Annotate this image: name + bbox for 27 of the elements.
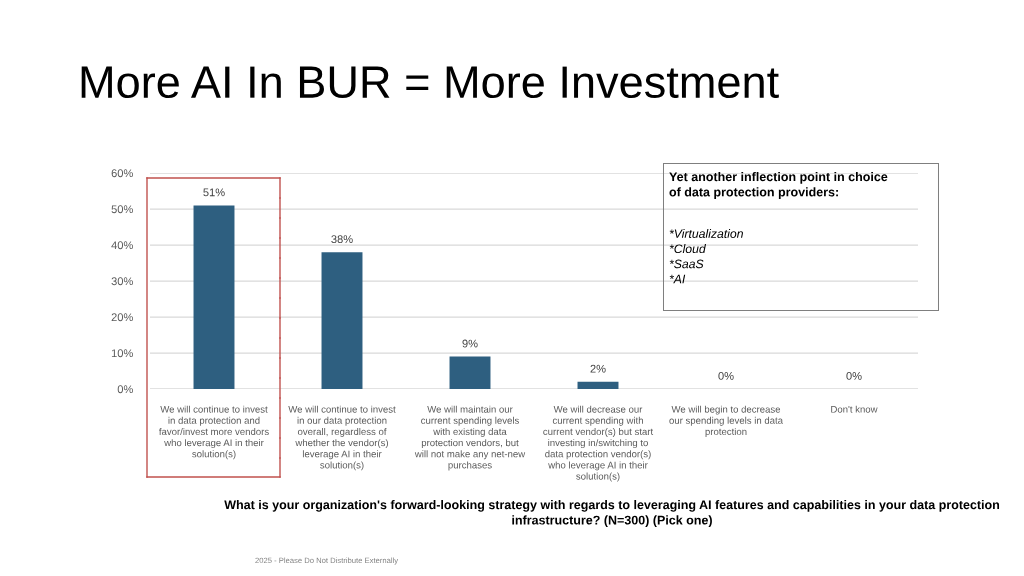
y-tick-label: 60% — [111, 169, 133, 178]
data-label: 0% — [846, 371, 862, 380]
annotation: *Virtualization *Cloud *SaaS *AI — [669, 229, 743, 284]
x-tick-label: We will decrease our current spending with current vendor(s) but start investing in/switching to data protection vendor(s) who leverage AI in their solution(s) — [543, 405, 654, 482]
x-tick-label: Don't know — [831, 405, 878, 413]
annotation: Yet another inflection point in choice of data protection providers: — [669, 172, 888, 199]
x-tick-label: We will continue to invest in data protection and favor/invest more vendors who leverage AI in their solution(s) — [159, 405, 269, 460]
y-tick-label: 10% — [111, 349, 133, 358]
bar — [449, 356, 491, 389]
chart-title: More AI In BUR = More Investment — [81, 66, 779, 99]
data-label: 51% — [203, 188, 225, 197]
data-label: 9% — [462, 339, 478, 348]
text: What is your organization's forward-looking strategy with regards to leveraging AI features and capabilities in your data protection infrastructure? (N=300) (Pick one) — [224, 500, 1000, 527]
data-label: 0% — [718, 371, 734, 380]
bar — [577, 381, 619, 389]
bar — [321, 252, 363, 389]
x-tick-label: We will begin to decrease our spending levels in data protection — [669, 405, 784, 437]
y-tick-label: 50% — [111, 205, 133, 214]
data-label: 2% — [590, 364, 606, 373]
y-tick-label: 40% — [111, 241, 133, 250]
x-tick-label: We will maintain our current spending levels with existing data protection vendors, but will not make any net-new purchases — [414, 405, 526, 471]
x-tick-label: We will continue to invest in our data protection overall, regardless of whether the vendor(s) leverage AI in their solution(s) — [288, 405, 396, 471]
y-tick-label: 30% — [111, 277, 133, 286]
bar — [193, 205, 235, 389]
y-tick-label: 0% — [117, 385, 133, 394]
y-tick-label: 20% — [111, 313, 133, 322]
data-label: 38% — [331, 235, 353, 244]
